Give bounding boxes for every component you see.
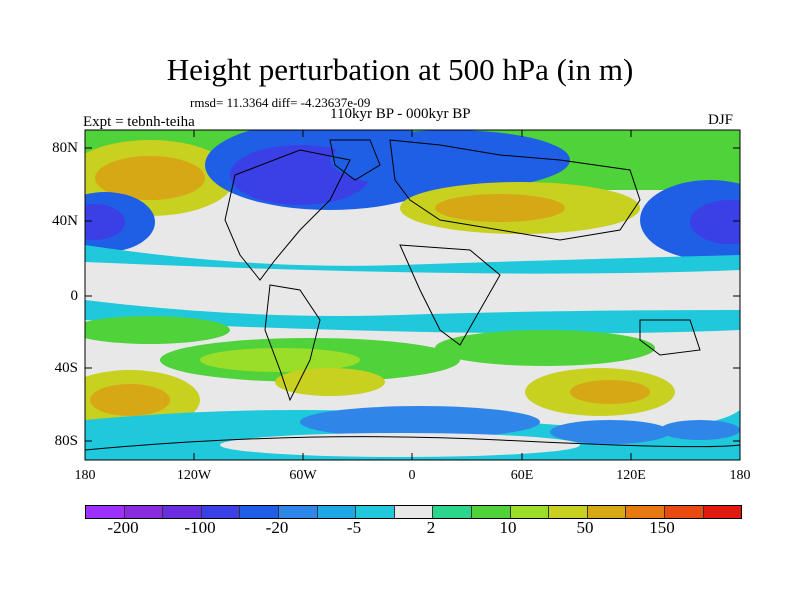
colorbar-swatch xyxy=(278,506,318,518)
colorbar-swatch xyxy=(510,506,550,518)
lon-label: 0 xyxy=(408,468,416,483)
season-label: DJF xyxy=(708,112,734,128)
lon-label: 120W xyxy=(176,468,212,483)
colorbar-swatch xyxy=(587,506,627,518)
colorbar-label: -200 xyxy=(107,518,139,537)
colorbar-swatch xyxy=(471,506,511,518)
lat-label: 40S xyxy=(54,360,78,376)
plot-title: Height perturbation at 500 hPa (in m) xyxy=(166,52,634,87)
colorbar xyxy=(85,505,742,519)
experiment-label: Expt = tebnh-teiha xyxy=(83,114,195,130)
lon-label: 60W xyxy=(289,468,317,483)
colorbar-swatch xyxy=(124,506,164,518)
colorbar-swatch xyxy=(394,506,434,518)
colorbar-label: 2 xyxy=(426,518,436,537)
colorbar-label: -100 xyxy=(184,518,216,537)
colorbar-label: -20 xyxy=(265,518,289,537)
colorbar-label: 50 xyxy=(576,518,594,537)
period-label: 110kyr BP - 000kyr BP xyxy=(330,106,471,122)
lat-label: 0 xyxy=(70,288,79,304)
lon-label: 180 xyxy=(729,468,751,483)
contour-field xyxy=(85,130,740,460)
colorbar-label: -5 xyxy=(346,518,362,537)
lon-label: 60E xyxy=(510,468,534,483)
colorbar-label: 150 xyxy=(649,518,675,537)
colorbar-swatch xyxy=(703,506,742,518)
colorbar-swatch xyxy=(549,506,588,518)
colorbar-swatch xyxy=(240,506,279,518)
colorbar-swatch xyxy=(356,506,395,518)
lat-label: 80S xyxy=(54,433,78,449)
lat-label: 40N xyxy=(52,213,78,229)
colorbar-swatch xyxy=(86,506,125,518)
lon-label: 180 xyxy=(74,468,96,483)
lon-label: 120E xyxy=(616,468,646,483)
lat-label: 80N xyxy=(52,140,78,156)
colorbar-swatch xyxy=(626,506,665,518)
stats-line: rmsd= 11.3364 diff= -4.23637e-09 xyxy=(190,95,371,110)
colorbar-swatch xyxy=(317,506,357,518)
colorbar-label: 10 xyxy=(499,518,517,537)
coastlines xyxy=(84,139,741,451)
colorbar-swatch xyxy=(201,506,241,518)
colorbar-swatch xyxy=(163,506,202,518)
colorbar-swatch xyxy=(433,506,472,518)
axis-ticks xyxy=(85,130,740,460)
colorbar-swatch xyxy=(664,506,704,518)
